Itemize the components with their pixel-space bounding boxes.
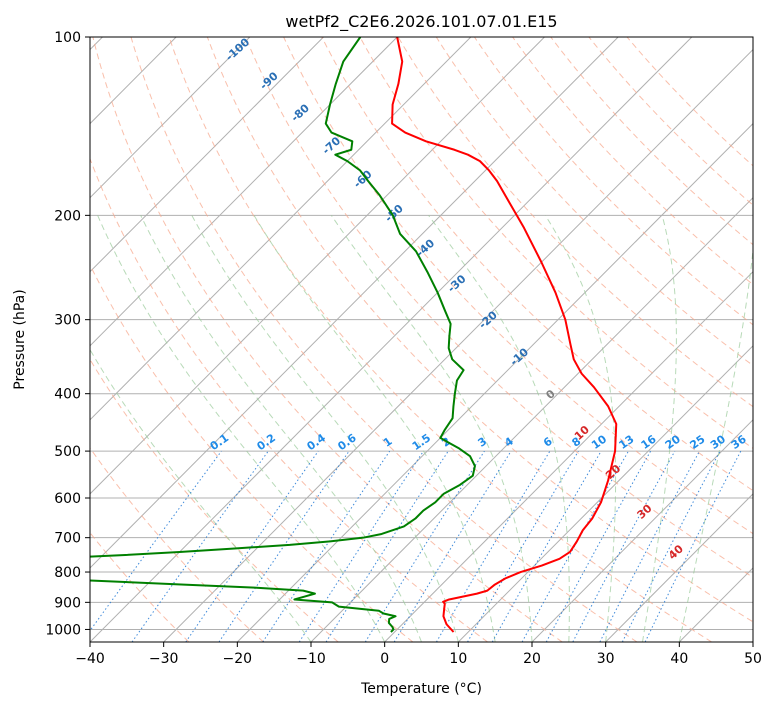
y-tick-label: 400 (54, 387, 81, 403)
y-tick-label: 200 (54, 208, 81, 224)
mixing-ratio-line (435, 450, 551, 642)
isotherm-line (90, 37, 619, 569)
dry-adiabat (512, 37, 753, 286)
dry-adiabat (550, 37, 753, 246)
moist-adiabat (140, 215, 422, 642)
isotherm-line (90, 37, 545, 495)
mixing-ratio-line (545, 450, 652, 642)
moist-adiabat (544, 215, 617, 642)
moist-adiabat (90, 348, 312, 642)
moist-adiabat (330, 215, 533, 642)
y-axis-title: Pressure (hPa) (12, 289, 28, 389)
mixing-ratio-line (131, 450, 269, 642)
chart-title: wetPf2_C2E6.2026.101.07.01.E15 (285, 12, 557, 32)
x-tick-label: 10 (449, 651, 467, 667)
axes-frame: −40 −30 −20 −10 0 10 20 30 40 50 100 200 300 400 500 60… (45, 30, 762, 667)
mixing-ratio-line (185, 450, 319, 642)
dry-adiabat (397, 37, 753, 408)
dry-adiabat (435, 37, 753, 367)
dry-adiabat (90, 263, 414, 642)
dry-adiabat (321, 37, 753, 492)
mixing-ratio-line (364, 450, 485, 642)
x-tick-label: −10 (296, 651, 326, 667)
mixing-ratio-line (218, 450, 350, 642)
x-tick-label: −20 (223, 651, 253, 667)
isotherm-line (90, 37, 324, 273)
x-tick-label: 20 (523, 651, 541, 667)
isotherm-line (90, 37, 693, 642)
x-tick-label: −30 (149, 651, 179, 667)
dry-adiabat (130, 37, 638, 642)
isotherm-line (90, 37, 251, 199)
y-tick-label: 600 (54, 491, 81, 507)
axes-border (89, 36, 754, 643)
x-tick-label: 50 (744, 651, 762, 667)
x-axis-title: Temperature (°C) (360, 681, 482, 697)
moist-adiabat (191, 215, 459, 642)
y-tick-label: 1000 (45, 622, 81, 638)
y-tick-label: 100 (54, 30, 81, 46)
temperature-profile (391, 37, 618, 633)
mixing-ratio-line (393, 450, 512, 642)
mixing-ratio-line (572, 450, 676, 642)
isotherm-line (457, 345, 753, 642)
y-tick-label: 800 (54, 565, 81, 581)
dry-adiabat (283, 37, 753, 535)
dry-adiabat (92, 37, 563, 642)
y-tick-label: 700 (54, 531, 81, 547)
isotherm-line (90, 37, 398, 347)
x-tick-label: −40 (75, 651, 105, 667)
mixing-ratio-line (467, 450, 579, 642)
mixing-ratio-line (90, 450, 222, 632)
moist-adiabat (97, 215, 386, 642)
dewpoint-profile (90, 37, 476, 633)
isotherm-line (163, 48, 753, 642)
y-tick-label: 300 (54, 313, 81, 329)
isotherm-line (605, 493, 753, 642)
isotherm-line (90, 37, 472, 421)
dry-adiabat (359, 37, 753, 449)
dry-adiabat (206, 37, 753, 623)
dry-adiabat (90, 447, 264, 642)
y-tick-label: 900 (54, 595, 81, 611)
x-tick-label: 40 (670, 651, 688, 667)
x-tick-label: 0 (380, 651, 389, 667)
moist-adiabat (678, 245, 753, 642)
plot-area: 0.1 0.2 0.4 0.6 1 1.5 2 3 4 6 8 10 13 16 20 25 30 36-100-… (90, 37, 753, 642)
dry-adiabat (245, 37, 753, 578)
y-tick-label: 500 (54, 444, 81, 460)
isotherm-line (384, 271, 753, 642)
mixing-ratio-line (491, 450, 602, 642)
dry-adiabat (626, 37, 753, 167)
moist-adiabat (428, 215, 570, 642)
mixing-ratio-line (325, 450, 449, 642)
dry-adiabat (168, 37, 712, 642)
x-tick-label: 30 (597, 651, 615, 667)
moist-adiabat (642, 215, 677, 642)
isotherm-line (531, 419, 753, 642)
